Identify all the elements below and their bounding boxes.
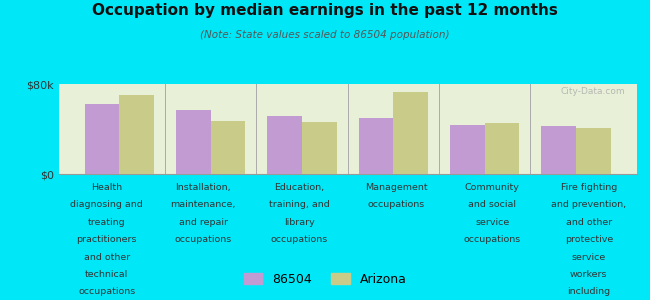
Bar	[84, 104, 120, 174]
Text: technical: technical	[85, 270, 128, 279]
Bar	[267, 116, 302, 174]
Text: treating: treating	[88, 218, 125, 227]
Text: Management: Management	[365, 183, 427, 192]
Text: Health: Health	[91, 183, 122, 192]
Text: occupations: occupations	[367, 200, 424, 209]
Text: Fire fighting: Fire fighting	[561, 183, 617, 192]
Text: maintenance,: maintenance,	[170, 200, 236, 209]
Text: training, and: training, and	[269, 200, 330, 209]
Text: service: service	[475, 218, 510, 227]
Text: workers: workers	[570, 270, 608, 279]
Text: City-Data.com: City-Data.com	[561, 87, 625, 96]
Text: service: service	[571, 253, 606, 262]
Bar	[450, 124, 485, 174]
Text: and repair: and repair	[179, 218, 228, 227]
Text: and other: and other	[84, 253, 130, 262]
Bar	[176, 110, 211, 174]
Legend: 86504, Arizona: 86504, Arizona	[239, 268, 411, 291]
Text: Installation,: Installation,	[176, 183, 231, 192]
Text: occupations: occupations	[174, 235, 232, 244]
Text: Education,: Education,	[274, 183, 324, 192]
Text: Community: Community	[465, 183, 520, 192]
Bar	[393, 92, 428, 174]
Text: diagnosing and: diagnosing and	[70, 200, 143, 209]
Bar	[485, 123, 519, 174]
Bar	[359, 118, 393, 174]
Text: library: library	[284, 218, 315, 227]
Bar	[211, 121, 246, 174]
Text: including: including	[567, 287, 610, 296]
Bar	[302, 122, 337, 174]
Bar	[120, 95, 154, 174]
Text: and social: and social	[469, 200, 516, 209]
Text: and prevention,: and prevention,	[551, 200, 627, 209]
Text: occupations: occupations	[271, 235, 328, 244]
Bar	[541, 126, 576, 174]
Text: practitioners: practitioners	[77, 235, 137, 244]
Text: occupations: occupations	[463, 235, 521, 244]
Text: and other: and other	[566, 218, 612, 227]
Bar	[576, 128, 611, 174]
Text: protective: protective	[565, 235, 613, 244]
Text: occupations: occupations	[78, 287, 135, 296]
Text: Occupation by median earnings in the past 12 months: Occupation by median earnings in the pas…	[92, 3, 558, 18]
Text: (Note: State values scaled to 86504 population): (Note: State values scaled to 86504 popu…	[200, 30, 450, 40]
